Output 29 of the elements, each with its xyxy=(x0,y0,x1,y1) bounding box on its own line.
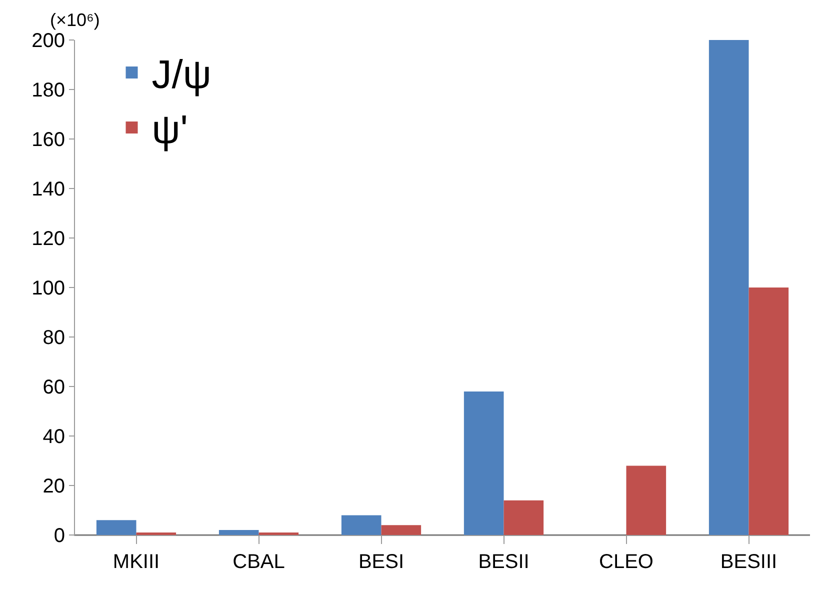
y-tick-label: 40 xyxy=(42,426,65,448)
bar xyxy=(218,530,259,535)
y-tick-label: 80 xyxy=(42,327,65,349)
y-tick-label: 100 xyxy=(32,278,65,300)
y-tick-label: 120 xyxy=(32,228,65,250)
bar xyxy=(381,525,422,535)
x-tick-label: MKIII xyxy=(112,551,160,573)
x-tick-label: BESII xyxy=(478,551,530,573)
y-tick-label: 0 xyxy=(54,525,65,547)
x-tick-label: BESI xyxy=(358,551,404,573)
y-tick-label: 140 xyxy=(32,178,65,200)
bar xyxy=(748,288,789,535)
y-tick-label: 60 xyxy=(42,376,65,398)
bar xyxy=(708,40,749,535)
x-tick-label: CLEO xyxy=(599,551,654,573)
y-tick-label: 160 xyxy=(32,129,65,151)
bar xyxy=(626,466,666,535)
y-tick-label: 180 xyxy=(32,80,65,102)
x-tick-label: BESIII xyxy=(720,551,778,573)
bar xyxy=(96,520,136,535)
legend-label: J/ψ xyxy=(152,53,212,98)
bar xyxy=(341,515,382,535)
y-axis-title: (×10⁶) xyxy=(50,10,100,30)
y-tick-label: 200 xyxy=(32,30,65,52)
x-tick-label: CBAL xyxy=(232,551,285,573)
bar xyxy=(504,500,544,535)
y-tick-label: 20 xyxy=(42,476,65,498)
legend-label: ψ' xyxy=(152,108,188,152)
bar xyxy=(464,391,504,535)
